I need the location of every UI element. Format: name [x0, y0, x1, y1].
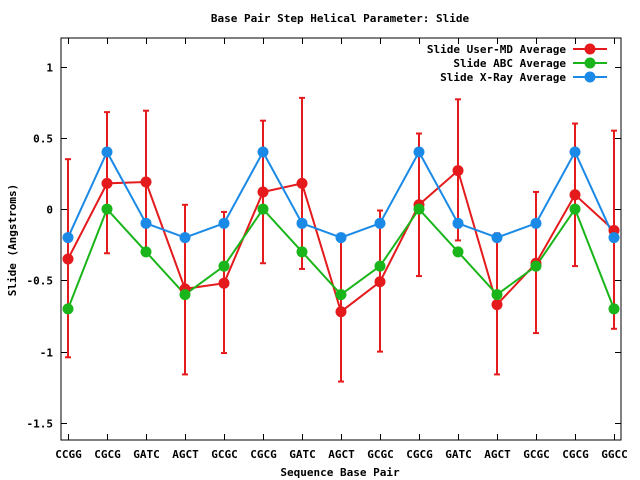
y-tick-label: 1	[46, 62, 53, 75]
data-point	[335, 232, 347, 244]
x-tick-label: CGCG	[94, 448, 121, 461]
data-point	[62, 253, 74, 265]
x-tick-label: GCGC	[367, 448, 394, 461]
data-point	[335, 306, 347, 318]
x-tick-label: AGCT	[172, 448, 199, 461]
data-point	[179, 289, 191, 301]
legend-label: Slide X-Ray Average	[440, 71, 566, 84]
data-point	[140, 176, 152, 188]
data-point	[335, 289, 347, 301]
legend-label: Slide User-MD Average	[427, 43, 566, 56]
x-tick-label: GATC	[289, 448, 316, 461]
x-tick-label: GCGC	[523, 448, 550, 461]
data-point	[491, 289, 503, 301]
x-tick-label: CGCG	[406, 448, 433, 461]
legend-label: Slide ABC Average	[453, 57, 566, 70]
data-point	[452, 246, 464, 258]
y-axis-label: Slide (Angstroms)	[6, 184, 19, 297]
y-tick-label: 0	[46, 204, 53, 217]
data-point	[296, 246, 308, 258]
x-tick-label: GGCC	[601, 448, 628, 461]
data-point	[62, 303, 74, 315]
data-point	[257, 203, 269, 215]
chart-title: Base Pair Step Helical Parameter: Slide	[211, 12, 470, 25]
data-point	[569, 189, 581, 201]
data-point	[218, 260, 230, 272]
data-point	[374, 217, 386, 229]
data-point	[218, 217, 230, 229]
x-tick-label: GATC	[445, 448, 472, 461]
data-point	[530, 260, 542, 272]
data-point	[608, 232, 620, 244]
data-point	[491, 232, 503, 244]
x-tick-label: CGCG	[562, 448, 589, 461]
y-tick-label: -1	[40, 347, 54, 360]
series-1-points	[62, 165, 620, 318]
data-point	[218, 277, 230, 289]
x-tick-label: CGCG	[250, 448, 277, 461]
x-tick-label: GCGC	[211, 448, 238, 461]
data-point	[569, 203, 581, 215]
x-tick-label: AGCT	[328, 448, 355, 461]
x-tick-label: AGCT	[484, 448, 511, 461]
data-point	[452, 217, 464, 229]
data-point	[296, 217, 308, 229]
data-point	[374, 276, 386, 288]
x-tick-label: CCGG	[55, 448, 82, 461]
data-point	[101, 146, 113, 158]
data-point	[569, 146, 581, 158]
data-point	[140, 246, 152, 258]
legend-marker	[584, 57, 596, 69]
data-point	[608, 303, 620, 315]
series-3-points	[62, 146, 620, 244]
data-point	[140, 217, 152, 229]
plot-area: -1.5 -1 -0.5 0 0.5 1 CCGG CGCG GATC AGCT GCGC CGCG G…	[27, 37, 628, 461]
legend-marker	[584, 43, 596, 55]
y-tick-label: -0.5	[27, 275, 54, 288]
data-point	[491, 299, 503, 311]
data-point	[296, 177, 308, 189]
data-point	[101, 177, 113, 189]
data-point	[530, 217, 542, 229]
legend-marker	[584, 71, 596, 83]
data-point	[413, 203, 425, 215]
data-point	[257, 186, 269, 198]
data-point	[374, 260, 386, 272]
x-tick-label: GATC	[133, 448, 160, 461]
y-tick-label: 0.5	[33, 133, 53, 146]
data-point	[62, 232, 74, 244]
data-point	[101, 203, 113, 215]
x-axis-label: Sequence Base Pair	[280, 466, 400, 479]
data-point	[452, 165, 464, 177]
series-2-points	[62, 203, 620, 315]
data-point	[257, 146, 269, 158]
data-point	[179, 232, 191, 244]
data-point	[413, 146, 425, 158]
y-tick-label: -1.5	[27, 418, 54, 431]
